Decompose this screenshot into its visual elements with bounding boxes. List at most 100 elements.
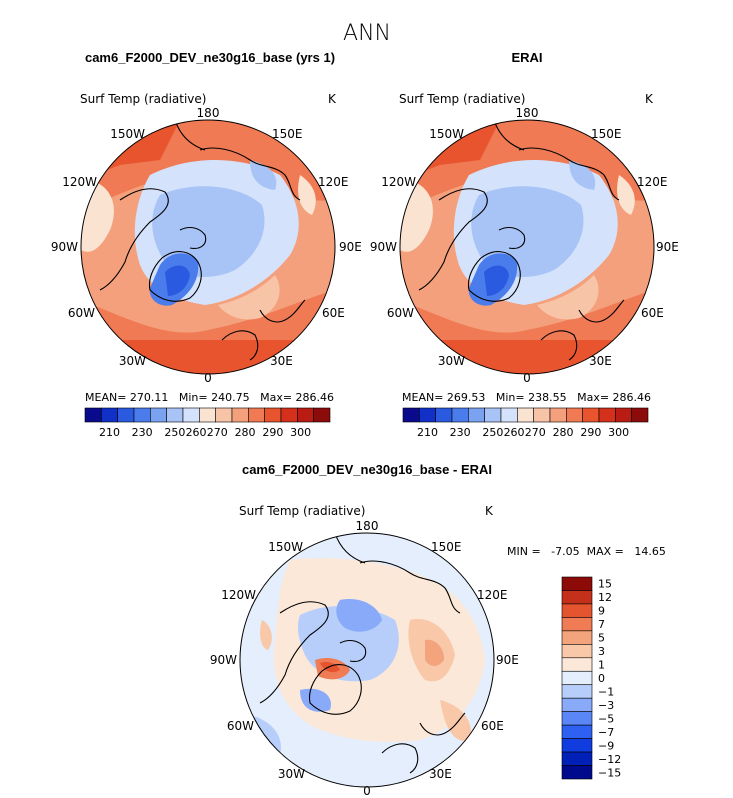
colorbar-swatch bbox=[582, 407, 600, 423]
colorbar-swatch bbox=[561, 697, 593, 712]
colorbar-tick-label: −9 bbox=[598, 739, 614, 752]
panel-obs: ERAI Surf Temp (radiative) K bbox=[370, 50, 679, 439]
lon-label: 150W bbox=[429, 127, 464, 141]
panel-model-variable: Surf Temp (radiative) bbox=[80, 92, 206, 106]
colorbar-swatch bbox=[561, 576, 593, 591]
colorbar-obs: 210 230 250 260 270 280 290 300 bbox=[402, 407, 649, 439]
colorbar-swatch bbox=[451, 407, 469, 423]
lon-label: 150W bbox=[110, 127, 145, 141]
lon-label: 120W bbox=[62, 175, 97, 189]
colorbar-tick-label: −3 bbox=[598, 699, 614, 712]
lon-label: 0 bbox=[523, 371, 531, 385]
lon-label: 0 bbox=[204, 371, 212, 385]
colorbar-swatch bbox=[561, 630, 593, 645]
colorbar-tick-label: 300 bbox=[290, 426, 311, 439]
colorbar-tick-label: 300 bbox=[608, 426, 629, 439]
lon-label: 0 bbox=[363, 784, 371, 798]
colorbar-swatch bbox=[166, 407, 184, 423]
lon-labels-obs: 180 150E 120E 90E 60E 30E 0 30W 60W 90W … bbox=[370, 106, 679, 385]
colorbar-swatch bbox=[561, 657, 593, 672]
panel-model-title: cam6_F2000_DEV_ne30g16_base (yrs 1) bbox=[85, 50, 335, 65]
lon-label: 120E bbox=[318, 175, 349, 189]
lon-labels-diff: 180 150E 120E 90E 60E 30E 0 30W 60W 90W … bbox=[210, 519, 519, 798]
lon-label: 30W bbox=[119, 354, 146, 368]
lon-label: 180 bbox=[356, 519, 379, 533]
panel-obs-title: ERAI bbox=[511, 50, 542, 65]
panel-obs-units: K bbox=[645, 92, 654, 106]
colorbar-tick-label: 12 bbox=[598, 591, 612, 604]
lon-label: 60E bbox=[641, 306, 664, 320]
colorbar-tick-label: 280 bbox=[553, 426, 574, 439]
lon-label: 60E bbox=[481, 719, 504, 733]
colorbar-tick-label: 1 bbox=[598, 659, 605, 672]
panel-model-units: K bbox=[328, 92, 337, 106]
colorbar-swatch bbox=[419, 407, 436, 423]
colorbar-tick-label: 210 bbox=[417, 426, 438, 439]
panel-obs-stats: MEAN= 269.53 Min= 238.55 Max= 286.46 bbox=[402, 391, 651, 404]
colorbar-swatch bbox=[402, 407, 420, 423]
colorbar-swatch bbox=[549, 407, 567, 423]
colorbar-tick-label: −12 bbox=[598, 753, 621, 766]
colorbar-swatch bbox=[561, 603, 593, 618]
colorbar-tick-label: 280 bbox=[235, 426, 256, 439]
colorbar-tick-label: 230 bbox=[132, 426, 153, 439]
lon-label: 30W bbox=[278, 767, 305, 781]
colorbar-swatch bbox=[561, 711, 593, 726]
colorbar-swatch bbox=[313, 407, 331, 423]
colorbar-tick-label: −5 bbox=[598, 712, 614, 725]
panel-diff-title: cam6_F2000_DEV_ne30g16_base - ERAI bbox=[242, 462, 492, 477]
colorbar-swatch bbox=[533, 407, 551, 423]
colorbar-tick-label: −7 bbox=[598, 726, 614, 739]
polar-map-obs bbox=[400, 120, 654, 374]
lon-label: 180 bbox=[197, 106, 220, 120]
colorbar-tick-label: 210 bbox=[99, 426, 120, 439]
panel-model: cam6_F2000_DEV_ne30g16_base (yrs 1) Surf… bbox=[51, 50, 362, 439]
colorbar-swatch bbox=[280, 407, 298, 423]
colorbar-tick-label: 0 bbox=[598, 672, 605, 685]
colorbar-tick-label: 9 bbox=[598, 605, 605, 618]
lon-label: 60W bbox=[68, 306, 95, 320]
lon-label: 60W bbox=[227, 719, 254, 733]
colorbar-swatch bbox=[561, 644, 593, 659]
colorbar-swatch bbox=[561, 590, 593, 605]
colorbar-swatch bbox=[561, 751, 593, 766]
colorbar-tick-label: 290 bbox=[580, 426, 601, 439]
colorbar-swatch bbox=[561, 738, 593, 753]
panel-obs-variable: Surf Temp (radiative) bbox=[399, 92, 525, 106]
lon-label: 30W bbox=[438, 354, 465, 368]
polar-map-model bbox=[81, 120, 335, 374]
lon-label: 150E bbox=[431, 540, 462, 554]
colorbar-tick-label: 260 bbox=[504, 426, 525, 439]
figure-title: ANN bbox=[343, 21, 391, 46]
lon-label: 150E bbox=[591, 127, 622, 141]
lon-label: 90W bbox=[51, 240, 78, 254]
lon-label: 60E bbox=[322, 306, 345, 320]
colorbar-tick-label: −1 bbox=[598, 685, 614, 698]
lon-label: 150E bbox=[272, 127, 303, 141]
colorbar-swatch bbox=[248, 407, 265, 423]
colorbar-tick-label: 15 bbox=[598, 578, 612, 591]
colorbar-swatch bbox=[468, 407, 485, 423]
colorbar-tick-label: 250 bbox=[164, 426, 185, 439]
lon-label: 150W bbox=[268, 540, 303, 554]
colorbar-tick-label: 7 bbox=[598, 618, 605, 631]
colorbar-swatch bbox=[215, 407, 233, 423]
colorbar-swatch bbox=[117, 407, 135, 423]
colorbar-swatch bbox=[150, 407, 167, 423]
polar-map-diff-border bbox=[239, 532, 495, 788]
colorbar-swatch bbox=[561, 670, 593, 686]
colorbar-swatch bbox=[500, 407, 518, 423]
colorbar-swatch bbox=[615, 407, 632, 423]
colorbar-swatch bbox=[133, 407, 151, 423]
colorbar-tick-label: 260 bbox=[186, 426, 207, 439]
colorbar-tick-label: −15 bbox=[598, 766, 621, 779]
colorbar-tick-label: 270 bbox=[207, 426, 228, 439]
colorbar-swatch bbox=[182, 407, 200, 423]
lon-label: 60W bbox=[387, 306, 414, 320]
lon-label: 180 bbox=[516, 106, 539, 120]
panel-diff-stats: MIN = -7.05 MAX = 14.65 bbox=[507, 545, 666, 558]
lon-label: 30E bbox=[270, 354, 293, 368]
colorbar-swatch bbox=[231, 407, 249, 423]
colorbar-swatch bbox=[561, 684, 593, 699]
polar-map-model-border bbox=[80, 119, 336, 375]
